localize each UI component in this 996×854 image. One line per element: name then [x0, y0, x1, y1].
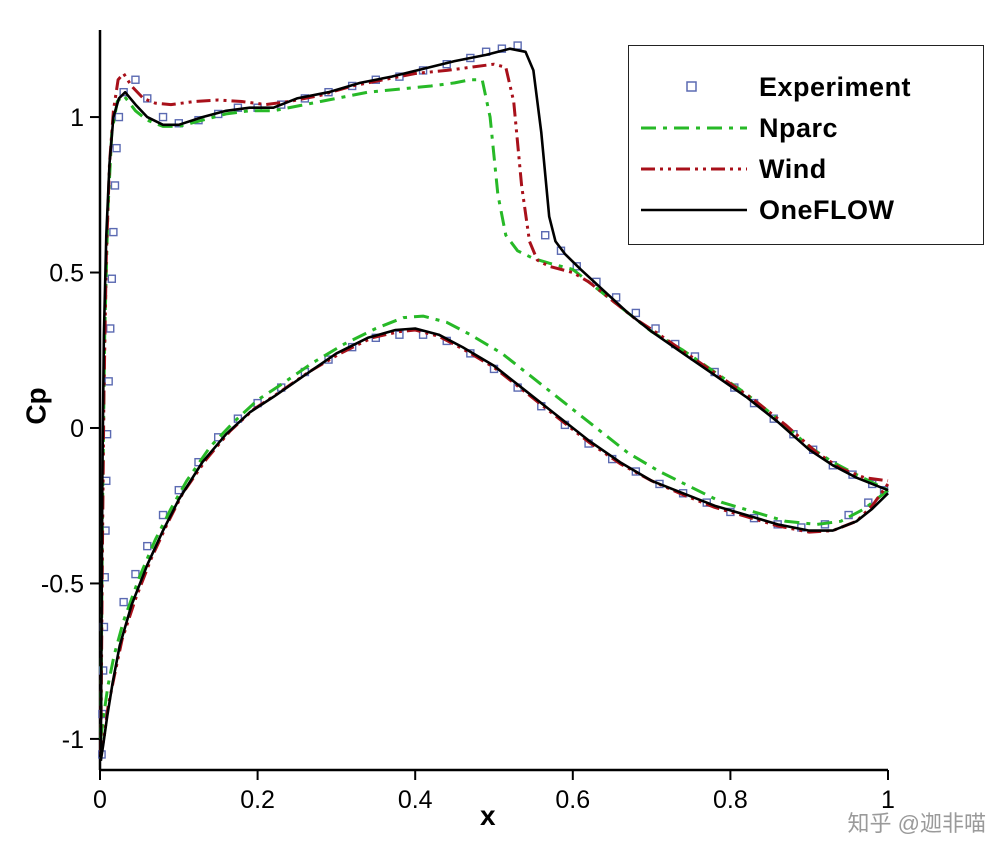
legend-label-oneflow: OneFLOW: [759, 194, 895, 225]
legend-label-experiment: Experiment: [759, 71, 912, 102]
svg-text:-0.5: -0.5: [41, 570, 84, 598]
nparc-line-sample: [641, 126, 747, 130]
svg-text:0.4: 0.4: [398, 786, 433, 814]
experiment-marker-sample: [686, 81, 697, 92]
svg-text:0: 0: [70, 415, 84, 443]
svg-text:0.8: 0.8: [713, 786, 748, 814]
y-axis-title: Cp: [20, 387, 52, 425]
legend-label-wind: Wind: [759, 153, 827, 184]
legend-label-nparc: Nparc: [759, 112, 839, 143]
legend-item-experiment: Experiment: [629, 68, 983, 106]
svg-text:0.6: 0.6: [555, 786, 590, 814]
x-axis-title: x: [480, 800, 496, 831]
svg-text:1: 1: [70, 104, 84, 132]
svg-text:-1: -1: [62, 726, 84, 754]
svg-text:0.2: 0.2: [240, 786, 275, 814]
legend-item-oneflow: OneFLOW: [629, 191, 983, 229]
svg-text:0.5: 0.5: [49, 260, 84, 288]
legend-item-wind: Wind: [629, 150, 983, 188]
legend: Experiment Nparc Wind OneFLOW: [628, 45, 984, 245]
legend-item-nparc: Nparc: [629, 109, 983, 147]
watermark: 知乎 @迦非喵: [847, 811, 986, 836]
oneflow-line-sample: [641, 208, 747, 212]
svg-text:0: 0: [93, 786, 107, 814]
svg-text:1: 1: [881, 786, 895, 814]
wind-line-sample: [641, 167, 747, 171]
